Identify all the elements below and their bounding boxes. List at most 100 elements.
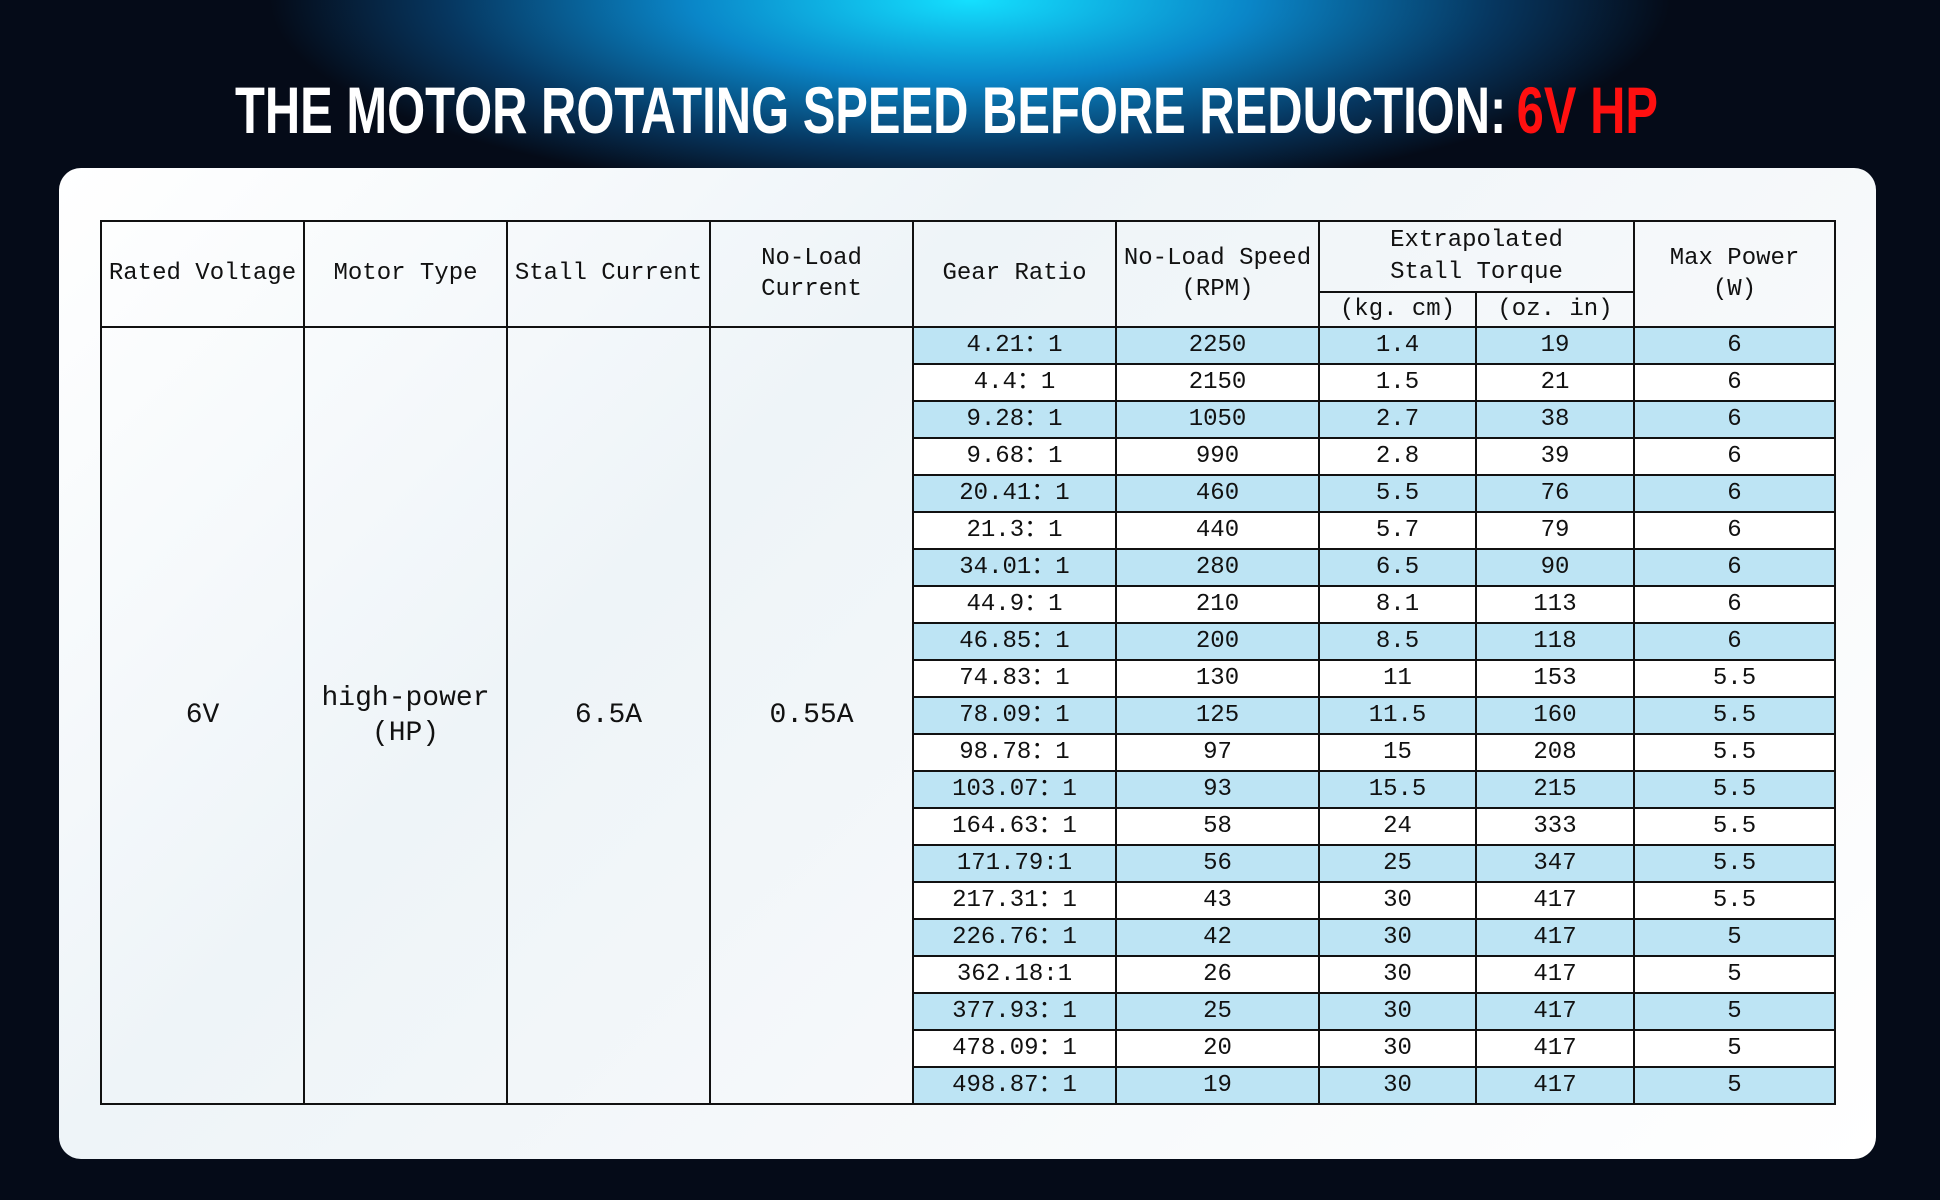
header-cell: Gear Ratio: [912, 220, 1117, 328]
header-cell: Extrapolated Stall Torque: [1318, 220, 1635, 293]
data-cell: 5.5: [1633, 844, 1836, 883]
data-cell: 5.5: [1633, 659, 1836, 698]
data-cell: 417: [1475, 992, 1635, 1031]
data-cell: 5: [1633, 992, 1836, 1031]
common-cell: high-power (HP): [303, 326, 508, 1105]
data-cell: 164.63：1: [912, 807, 1117, 846]
data-cell: 21.3：1: [912, 511, 1117, 550]
table-row: 98.78：1 97 15 208 5.5: [101, 733, 1836, 772]
header-cell: Stall Current: [506, 220, 711, 328]
data-cell: 5.5: [1633, 733, 1836, 772]
data-cell: 333: [1475, 807, 1635, 846]
data-cell: 2250: [1115, 326, 1320, 365]
data-cell: 460: [1115, 474, 1320, 513]
data-cell: 417: [1475, 1029, 1635, 1068]
data-cell: 2150: [1115, 363, 1320, 402]
data-cell: 6: [1633, 326, 1836, 365]
table-row: 78.09：1 125 11.5 160 5.5: [101, 696, 1836, 735]
table-row: 217.31：1 43 30 417 5.5: [101, 881, 1836, 920]
data-cell: 417: [1475, 1066, 1635, 1105]
data-cell: 30: [1318, 955, 1477, 994]
data-cell: 74.83：1: [912, 659, 1117, 698]
table-row: 4.4：1 2150 1.5 21 6: [101, 363, 1836, 402]
data-cell: 9.28：1: [912, 400, 1117, 439]
data-cell: 44.9：1: [912, 585, 1117, 624]
data-cell: 9.68：1: [912, 437, 1117, 476]
data-cell: 4.4：1: [912, 363, 1117, 402]
table-body: 6V high-power (HP) 6.5A 0.55A 4.21：1 2250 1.4 1…: [100, 326, 1836, 1105]
table-row: 498.87：1 19 30 417 5: [101, 1066, 1836, 1105]
data-cell: 6: [1633, 585, 1836, 624]
data-cell: 30: [1318, 1029, 1477, 1068]
data-cell: 6: [1633, 622, 1836, 661]
data-cell: 6: [1633, 474, 1836, 513]
data-cell: 46.85：1: [912, 622, 1117, 661]
table-row: 34.01：1 280 6.5 90 6: [101, 548, 1836, 587]
data-cell: 2.7: [1318, 400, 1477, 439]
data-cell: 76: [1475, 474, 1635, 513]
data-cell: 6: [1633, 511, 1836, 550]
data-cell: 417: [1475, 918, 1635, 957]
data-cell: 5.5: [1633, 696, 1836, 735]
table-row: 9.68：1 990 2.8 39 6: [101, 437, 1836, 476]
table-row: 20.41：1 460 5.5 76 6: [101, 474, 1836, 513]
data-cell: 5: [1633, 1066, 1836, 1105]
data-cell: 6: [1633, 437, 1836, 476]
data-cell: 15: [1318, 733, 1477, 772]
data-cell: 362.18:1: [912, 955, 1117, 994]
data-cell: 280: [1115, 548, 1320, 587]
data-cell: 5: [1633, 1029, 1836, 1068]
data-cell: 990: [1115, 437, 1320, 476]
data-cell: 58: [1115, 807, 1320, 846]
data-cell: 5.7: [1318, 511, 1477, 550]
data-cell: 1.5: [1318, 363, 1477, 402]
data-cell: 30: [1318, 1066, 1477, 1105]
header-cell: No-Load Current: [709, 220, 914, 328]
data-cell: 160: [1475, 696, 1635, 735]
data-cell: 38: [1475, 400, 1635, 439]
data-cell: 5.5: [1633, 881, 1836, 920]
data-cell: 217.31：1: [912, 881, 1117, 920]
data-cell: 417: [1475, 881, 1635, 920]
common-cell: 0.55A: [709, 326, 914, 1105]
spec-table: Rated Voltage Motor Type Stall Current N…: [100, 220, 1836, 1105]
data-cell: 5: [1633, 918, 1836, 957]
header-cell: Max Power (W): [1633, 220, 1836, 328]
title-highlight: 6V HP: [1517, 73, 1658, 147]
data-cell: 19: [1475, 326, 1635, 365]
header-cell: Rated Voltage: [100, 220, 305, 328]
data-cell: 79: [1475, 511, 1635, 550]
data-cell: 24: [1318, 807, 1477, 846]
data-cell: 8.1: [1318, 585, 1477, 624]
data-cell: 1.4: [1318, 326, 1477, 365]
table-row: 478.09：1 20 30 417 5: [101, 1029, 1836, 1068]
data-cell: 200: [1115, 622, 1320, 661]
data-cell: 78.09：1: [912, 696, 1117, 735]
data-cell: 6: [1633, 363, 1836, 402]
data-cell: 377.93：1: [912, 992, 1117, 1031]
subheader-cell: (oz. in): [1475, 291, 1635, 328]
data-cell: 4.21：1: [912, 326, 1117, 365]
table-row: 362.18:1 26 30 417 5: [101, 955, 1836, 994]
table-row: 171.79:1 56 25 347 5.5: [101, 844, 1836, 883]
data-cell: 39: [1475, 437, 1635, 476]
data-cell: 417: [1475, 955, 1635, 994]
data-cell: 478.09：1: [912, 1029, 1117, 1068]
data-cell: 30: [1318, 881, 1477, 920]
data-cell: 5.5: [1633, 770, 1836, 809]
data-cell: 56: [1115, 844, 1320, 883]
data-cell: 42: [1115, 918, 1320, 957]
data-cell: 347: [1475, 844, 1635, 883]
common-cell: 6V: [100, 326, 305, 1105]
data-cell: 130: [1115, 659, 1320, 698]
data-cell: 440: [1115, 511, 1320, 550]
table-row: 74.83：1 130 11 153 5.5: [101, 659, 1836, 698]
table-row: 164.63：1 58 24 333 5.5: [101, 807, 1836, 846]
header-cell: No-Load Speed (RPM): [1115, 220, 1320, 328]
table-row: 226.76：1 42 30 417 5: [101, 918, 1836, 957]
data-cell: 6.5: [1318, 548, 1477, 587]
title-text: THE MOTOR ROTATING SPEED BEFORE REDUCTIO…: [235, 73, 1506, 147]
data-cell: 6: [1633, 548, 1836, 587]
data-cell: 21: [1475, 363, 1635, 402]
